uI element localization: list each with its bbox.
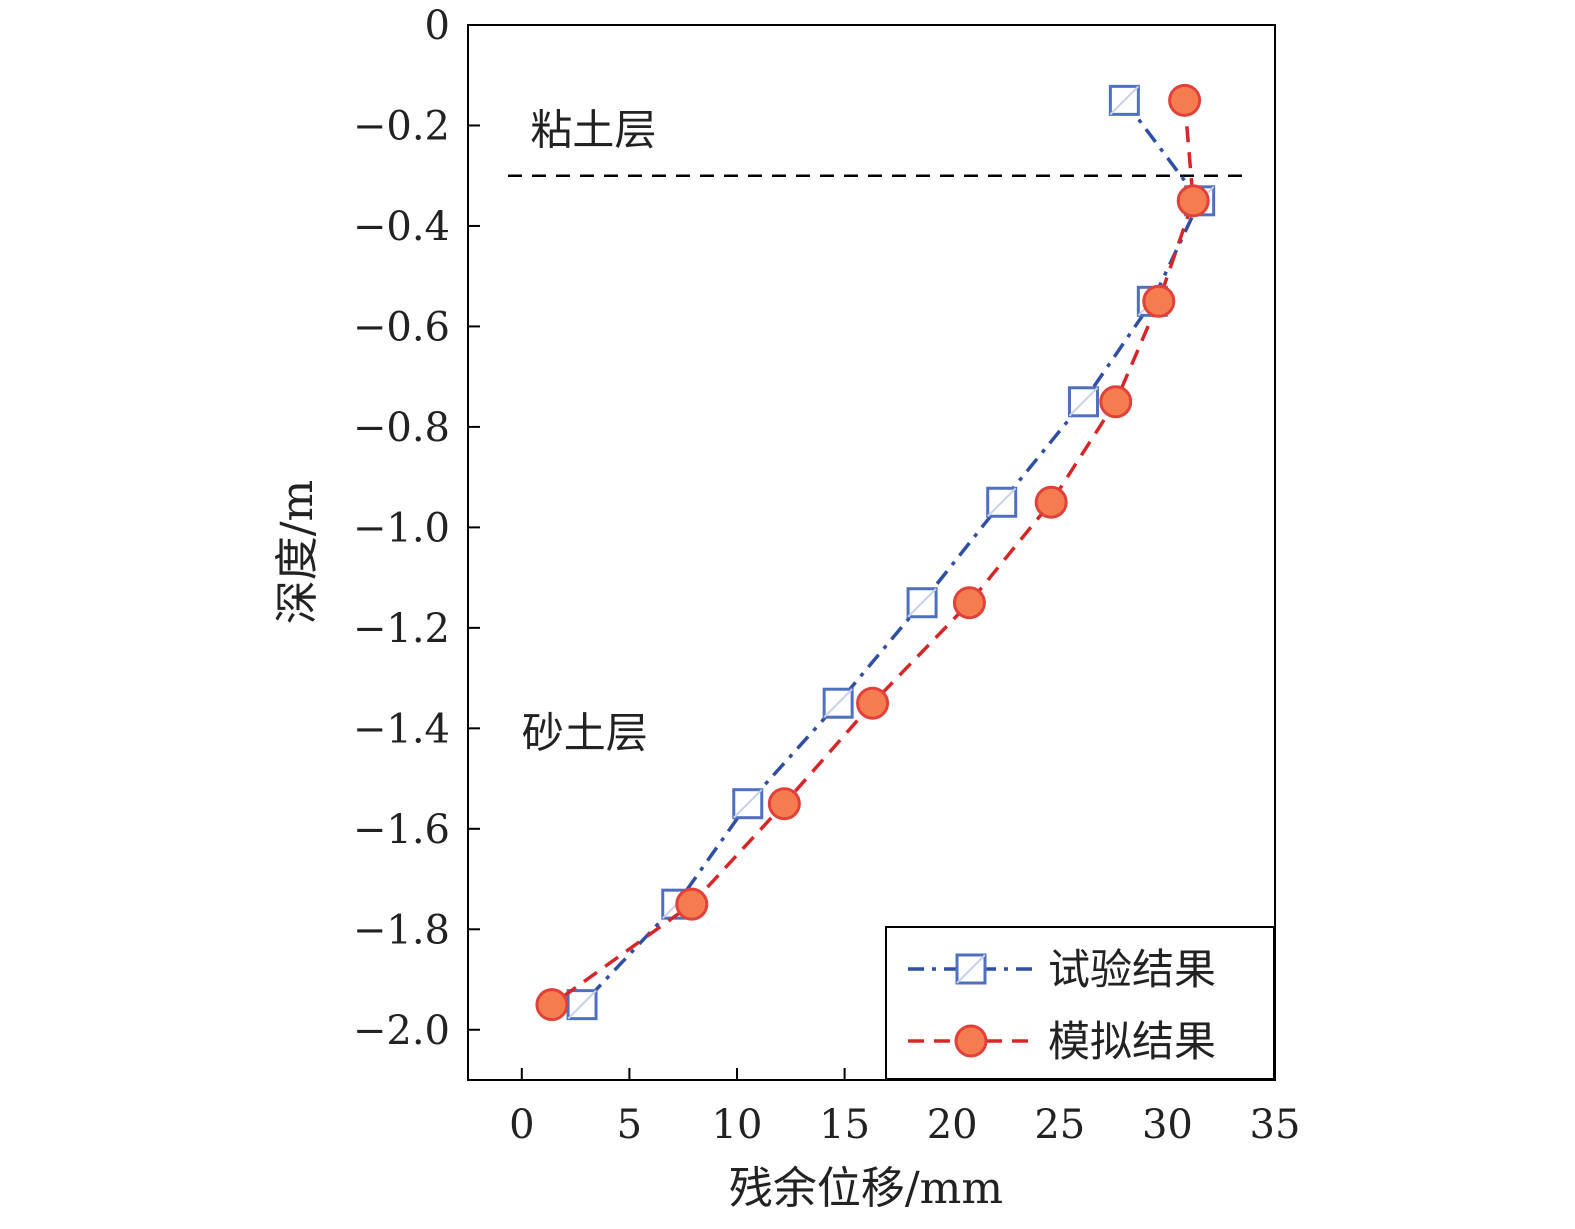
axis-layer: 0 5 10 15 20 25 30 35 0 −0.2 −0.4 −0.6 −0.8 −1.0 −1.2 −…	[353, 3, 1301, 1148]
data-point	[1099, 385, 1133, 419]
y-tick-label: −1.6	[353, 807, 450, 853]
x-tick-label: 30	[1142, 1102, 1193, 1148]
data-point	[1168, 83, 1202, 117]
x-tick-label: 20	[927, 1102, 978, 1148]
marker-hatch	[567, 989, 597, 1020]
y-tick-label: −1.0	[353, 505, 450, 551]
data-point	[986, 486, 1018, 518]
x-tick-label: 35	[1250, 1102, 1301, 1148]
data-point	[566, 989, 598, 1021]
series-line	[580, 99, 1202, 1006]
marker-hatch	[986, 487, 1017, 517]
y-tick-label: −1.8	[353, 907, 450, 953]
data-point	[1176, 184, 1210, 218]
legend-label: 模拟结果	[1048, 1017, 1216, 1066]
y-tick-label: −0.2	[353, 103, 450, 149]
marker-hatch	[1068, 387, 1099, 417]
marker-hatch	[733, 788, 763, 819]
marker-hatch	[907, 588, 937, 618]
data-point	[1108, 84, 1140, 116]
x-tick-label: 25	[1034, 1102, 1085, 1148]
data-point	[675, 887, 709, 921]
y-tick-label: −2.0	[353, 1008, 450, 1054]
marker-hatch	[823, 688, 853, 718]
layer-annotation: 粘土层	[530, 106, 656, 155]
marker-box	[1067, 386, 1099, 418]
y-tick-label: −1.2	[353, 606, 450, 652]
legend-label: 试验结果	[1048, 945, 1216, 994]
y-tick-label: −0.6	[353, 304, 450, 350]
plot-frame	[467, 24, 1276, 1081]
x-tick-label: 10	[712, 1102, 763, 1148]
data-point	[767, 787, 801, 821]
y-tick-label: −1.4	[353, 706, 450, 752]
data-point	[535, 988, 569, 1022]
legend-box	[885, 926, 1275, 1080]
layer-annotation: 砂土层	[522, 708, 648, 757]
marker-hatch	[956, 954, 986, 984]
y-tick-label: 0	[425, 3, 450, 49]
x-tick-label: 0	[509, 1102, 534, 1148]
legend-entry: 试验结果	[908, 945, 1216, 994]
plot-area	[467, 24, 1276, 1081]
y-axis-title: 深度/m	[272, 480, 323, 625]
data-point	[732, 788, 764, 820]
y-tick-label: −0.4	[353, 204, 450, 250]
series-layer	[535, 83, 1216, 1022]
data-point	[856, 686, 890, 720]
marker-hatch	[1109, 85, 1140, 116]
x-tick-label: 5	[617, 1102, 642, 1148]
data-point	[952, 586, 986, 620]
data-point	[822, 687, 854, 719]
data-point	[1067, 386, 1099, 418]
data-point	[1142, 284, 1176, 318]
data-point	[1034, 485, 1068, 519]
data-point	[906, 587, 938, 619]
y-tick-label: −0.8	[353, 405, 450, 451]
x-tick-label: 15	[819, 1102, 870, 1148]
series-simulation	[535, 83, 1210, 1022]
series-line	[550, 100, 1195, 1007]
legend-marker	[955, 953, 987, 985]
legend-entry: 模拟结果	[908, 1017, 1216, 1066]
legend-marker	[954, 1024, 988, 1058]
x-axis-title: 残余位移/mm	[729, 1163, 1003, 1214]
